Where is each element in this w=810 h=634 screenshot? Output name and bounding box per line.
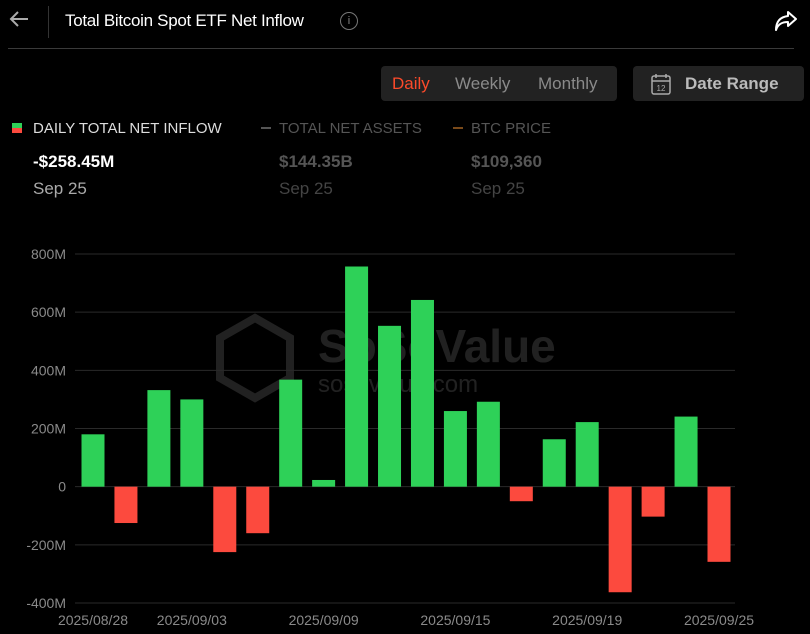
- bar-2025/09/23[interactable]: [641, 486, 665, 517]
- bar-2025/09/05[interactable]: [246, 486, 270, 534]
- date-range-label: Date Range: [685, 74, 779, 93]
- bar-2025/09/09[interactable]: [312, 479, 336, 487]
- arrow-left-icon: [9, 11, 28, 27]
- svg-text:12: 12: [657, 84, 666, 93]
- legend-label: BTC PRICE: [471, 120, 552, 137]
- legend-value: $109,360: [471, 152, 542, 171]
- x-tick-label: 2025/09/15: [420, 612, 490, 628]
- page-title: Total Bitcoin Spot ETF Net Inflow: [65, 11, 304, 30]
- legend-swatch-positive: [12, 123, 22, 128]
- bar-2025/09/11[interactable]: [378, 325, 402, 487]
- bar-2025/09/24[interactable]: [674, 416, 698, 487]
- calendar-icon: 12: [651, 74, 671, 95]
- y-tick-label: 400M: [31, 362, 66, 378]
- tab-weekly[interactable]: Weekly: [455, 74, 511, 93]
- bar-2025/08/28[interactable]: [81, 434, 105, 487]
- bar-2025/09/03[interactable]: [180, 399, 204, 487]
- legend-value: -$258.45M: [33, 152, 115, 171]
- bar-2025/09/25[interactable]: [707, 486, 731, 562]
- bar-2025/09/10[interactable]: [345, 266, 369, 487]
- y-tick-label: 800M: [31, 246, 66, 262]
- bar-2025/09/17[interactable]: [509, 486, 533, 502]
- bar-2025/09/08[interactable]: [279, 379, 303, 487]
- y-tick-label: 600M: [31, 304, 66, 320]
- info-icon[interactable]: i: [340, 12, 358, 30]
- share-icon: [775, 11, 797, 31]
- header-divider: [8, 48, 794, 49]
- legend-swatch: [261, 127, 271, 129]
- legend-swatch-negative: [12, 128, 22, 133]
- legend-swatch: [453, 127, 463, 129]
- y-tick-label: -400M: [26, 595, 66, 611]
- period-tabs: Daily Weekly Monthly: [381, 66, 617, 101]
- y-tick-label: 0: [58, 479, 66, 495]
- legend-label: DAILY TOTAL NET INFLOW: [33, 120, 222, 137]
- x-tick-label: 2025/08/28: [58, 612, 128, 628]
- legend-date: Sep 25: [471, 179, 525, 198]
- legend-date: Sep 25: [279, 179, 333, 198]
- bar-2025/09/16[interactable]: [476, 401, 500, 487]
- bar-2025/09/04[interactable]: [213, 486, 237, 553]
- bar-2025/09/15[interactable]: [443, 411, 467, 487]
- bar-2025/08/29[interactable]: [114, 486, 138, 524]
- x-tick-label: 2025/09/25: [684, 612, 754, 628]
- y-tick-label: -200M: [26, 537, 66, 553]
- x-tick-label: 2025/09/19: [552, 612, 622, 628]
- date-range-button[interactable]: 12 Date Range: [633, 66, 804, 101]
- bar-2025/09/12[interactable]: [410, 299, 434, 487]
- tab-daily[interactable]: Daily: [392, 74, 430, 93]
- bar-2025/09/02[interactable]: [147, 390, 171, 487]
- back-button[interactable]: [8, 8, 32, 36]
- share-button[interactable]: [774, 10, 798, 37]
- bar-2025/09/22[interactable]: [608, 486, 632, 593]
- y-tick-label: 200M: [31, 421, 66, 437]
- legend-date: Sep 25: [33, 179, 87, 198]
- divider: [48, 6, 49, 38]
- bar-2025/09/18[interactable]: [542, 439, 566, 487]
- bar-2025/09/19[interactable]: [575, 422, 599, 487]
- x-tick-label: 2025/09/09: [289, 612, 359, 628]
- legend-value: $144.35B: [279, 152, 353, 171]
- tab-monthly[interactable]: Monthly: [538, 74, 598, 93]
- legend-label: TOTAL NET ASSETS: [279, 120, 422, 137]
- x-tick-label: 2025/09/03: [157, 612, 227, 628]
